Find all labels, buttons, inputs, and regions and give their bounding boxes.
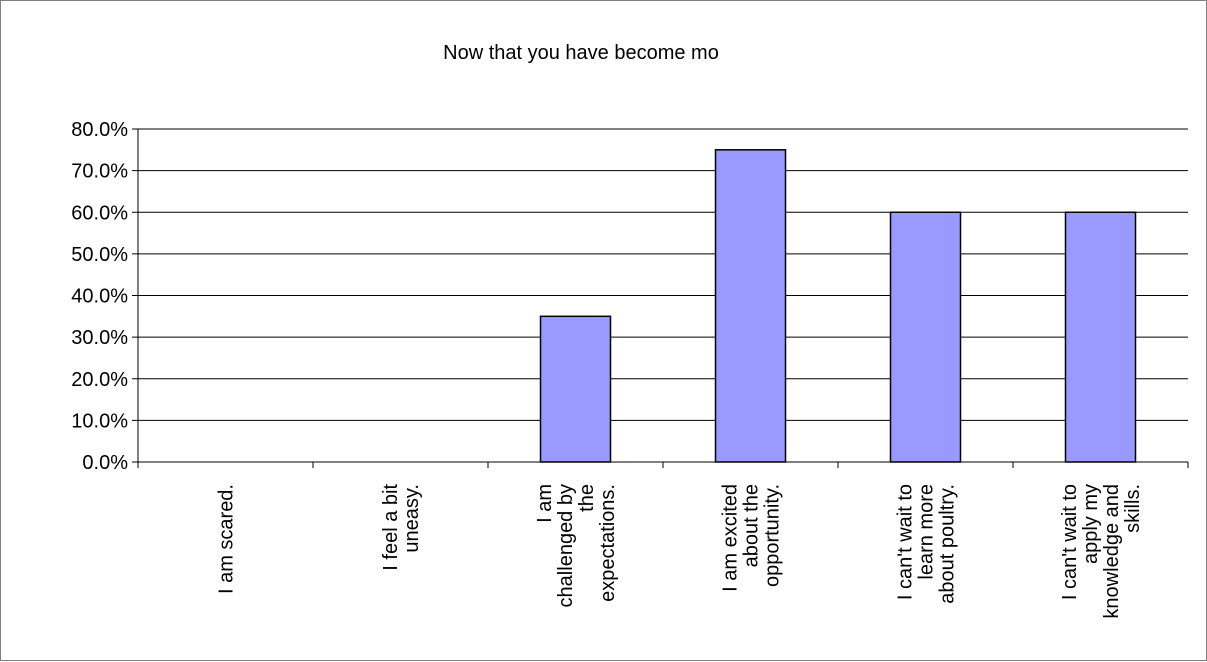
y-tick-label: 20.0% [71, 369, 128, 391]
category-label-line: opportunity. [762, 484, 784, 587]
y-tick-label: 80.0% [71, 119, 128, 141]
category-label-line: I am [534, 484, 556, 523]
category-label: I feel a bit uneasy. [380, 484, 423, 571]
axes [132, 129, 1188, 468]
category-label-line: expectations. [597, 484, 619, 602]
category-label-line: skills. [1122, 484, 1144, 533]
x-axis-category-labels: I am scared. I feel a bit uneasy. I am chall… [216, 484, 1145, 619]
y-axis-tick-labels: 0.0% 10.0% 20.0% 30.0% 40.0% 50.0% 60.0% 70.0% 8… [71, 119, 128, 474]
bar [541, 316, 611, 462]
category-label-line: I can't wait to [895, 484, 917, 600]
category-label-line: I am scared. [216, 484, 238, 594]
chart-title: Now that you have become mo [443, 42, 719, 64]
bar [1066, 212, 1136, 462]
category-label: I can't wait to apply my knowledge and skil… [1059, 484, 1144, 619]
gridlines [138, 129, 1188, 462]
category-label-line: uneasy. [401, 484, 423, 553]
category-label-line: the [576, 484, 598, 512]
category-label: I can't wait to learn more about poultry. [895, 484, 959, 604]
bar [716, 150, 786, 462]
category-label-line: about the [741, 484, 763, 567]
bar [891, 212, 961, 462]
y-tick-label: 0.0% [82, 452, 128, 474]
y-tick-label: 30.0% [71, 327, 128, 349]
category-label-line: about poultry. [937, 484, 959, 604]
category-label-line: learn more [916, 484, 938, 580]
category-label-line: I am excited [720, 484, 742, 592]
bars [541, 150, 1136, 462]
category-label-line: challenged by [555, 484, 577, 607]
category-label: I am scared. [216, 484, 238, 594]
category-label-line: apply my [1080, 484, 1102, 564]
y-tick-label: 60.0% [71, 202, 128, 224]
category-label: I am excited about the opportunity. [720, 484, 784, 592]
y-tick-label: 40.0% [71, 286, 128, 308]
y-tick-label: 70.0% [71, 161, 128, 183]
category-label-line: knowledge and [1101, 484, 1123, 619]
y-tick-label: 50.0% [71, 244, 128, 266]
category-label: I am challenged by the expectations. [534, 484, 619, 607]
category-label-line: I can't wait to [1059, 484, 1081, 600]
y-tick-label: 10.0% [71, 410, 128, 432]
category-label-line: I feel a bit [380, 484, 402, 571]
